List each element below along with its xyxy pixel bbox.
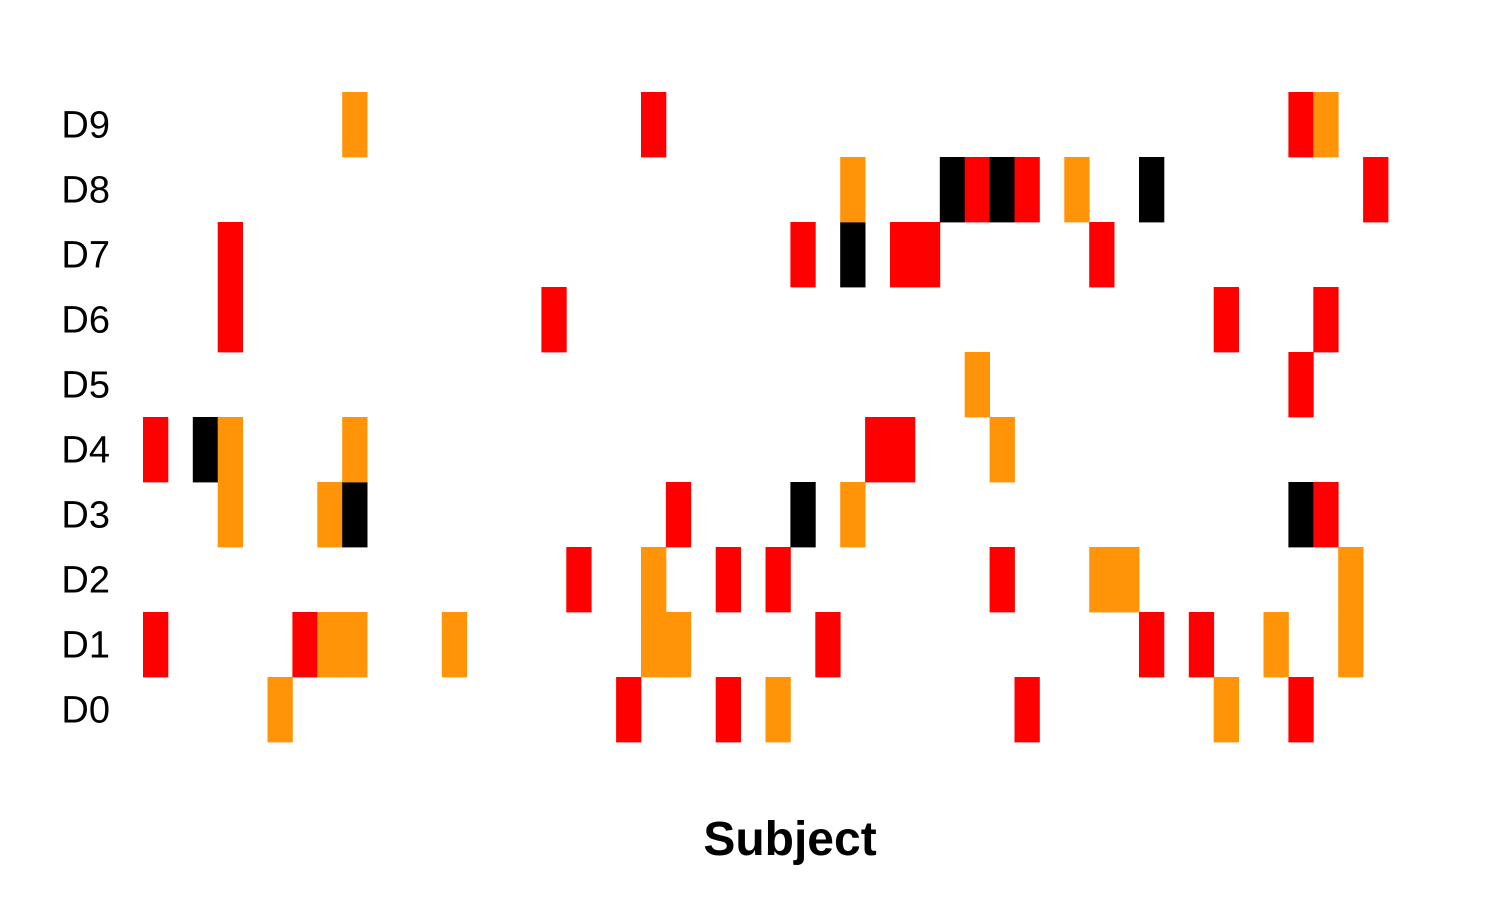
- heat-cell: [1089, 222, 1115, 288]
- heat-cell: [865, 417, 891, 483]
- heat-cell: [840, 157, 866, 223]
- heat-cell: [192, 417, 219, 483]
- heat-cell: [317, 612, 343, 678]
- row-label-d7: D7: [61, 235, 110, 277]
- row-label-d4: D4: [61, 430, 110, 472]
- heat-cell: [641, 547, 667, 613]
- heat-cell: [815, 612, 841, 678]
- x-axis-label: Subject: [703, 813, 876, 866]
- heat-cell: [1338, 612, 1364, 678]
- heat-cell: [217, 417, 243, 483]
- heat-cell: [1288, 482, 1314, 548]
- row-label-d6: D6: [61, 300, 110, 342]
- heat-cell: [1114, 547, 1140, 613]
- heat-cell: [715, 547, 741, 613]
- heat-cell: [217, 482, 243, 548]
- heat-cell: [1064, 157, 1090, 223]
- heat-cell: [342, 417, 368, 483]
- row-label-d8: D8: [61, 170, 110, 212]
- heat-cell: [641, 92, 667, 158]
- heat-cell: [1139, 157, 1165, 223]
- heat-cell: [317, 482, 343, 548]
- heat-cell: [1363, 157, 1389, 223]
- heat-cell: [566, 547, 592, 613]
- heat-cell: [143, 612, 169, 678]
- heat-cell: [1338, 547, 1364, 613]
- heat-cell: [616, 677, 642, 743]
- heat-cell: [1288, 92, 1314, 158]
- heat-cell: [665, 482, 692, 548]
- heat-cell: [1288, 352, 1314, 418]
- heat-cell: [964, 352, 990, 418]
- heat-cell: [890, 222, 916, 288]
- heat-cell: [765, 677, 791, 743]
- heat-cell: [143, 417, 169, 483]
- row-label-d0: D0: [61, 690, 110, 732]
- heat-cell: [441, 612, 468, 678]
- heat-cell: [1288, 677, 1314, 743]
- heat-cell: [914, 222, 941, 288]
- heat-cell: [765, 547, 791, 613]
- heat-cell: [1014, 677, 1040, 743]
- heat-cell: [964, 157, 990, 223]
- heat-cell: [1313, 287, 1339, 353]
- row-label-d5: D5: [61, 365, 110, 407]
- cells-layer: [143, 92, 1389, 743]
- heat-cell: [1139, 612, 1165, 678]
- heat-cell: [1014, 157, 1040, 223]
- heat-cell: [989, 547, 1015, 613]
- heat-cell: [715, 677, 741, 743]
- heat-cell: [790, 482, 816, 548]
- heat-cell: [665, 612, 692, 678]
- row-label-d2: D2: [61, 560, 110, 602]
- heat-cell: [1313, 482, 1339, 548]
- heat-cell: [641, 612, 667, 678]
- row-labels: D0 D1 D2 D3 D4 D5 D6 D7 D8 D9: [61, 105, 110, 732]
- heat-cell: [1213, 677, 1239, 743]
- heat-cell: [292, 612, 318, 678]
- heat-cell: [541, 287, 567, 353]
- heat-cell: [890, 417, 916, 483]
- heat-cell: [790, 222, 816, 288]
- heat-cell: [840, 222, 866, 288]
- row-label-d1: D1: [61, 625, 110, 667]
- heat-cell: [1089, 547, 1115, 613]
- heat-cell: [1213, 287, 1239, 353]
- heat-cell: [342, 482, 368, 548]
- heat-cell: [840, 482, 866, 548]
- heat-cell: [342, 92, 368, 158]
- heat-cell: [1313, 92, 1339, 158]
- row-label-d3: D3: [61, 495, 110, 537]
- heat-cell: [217, 287, 243, 353]
- heat-cell: [342, 612, 368, 678]
- heat-cell: [217, 222, 243, 288]
- row-label-d9: D9: [61, 105, 110, 147]
- heat-cell: [989, 417, 1015, 483]
- heat-cell: [989, 157, 1015, 223]
- heat-cell: [1188, 612, 1215, 678]
- heat-cell: [267, 677, 293, 743]
- heat-cell: [939, 157, 966, 223]
- heat-cell: [1263, 612, 1289, 678]
